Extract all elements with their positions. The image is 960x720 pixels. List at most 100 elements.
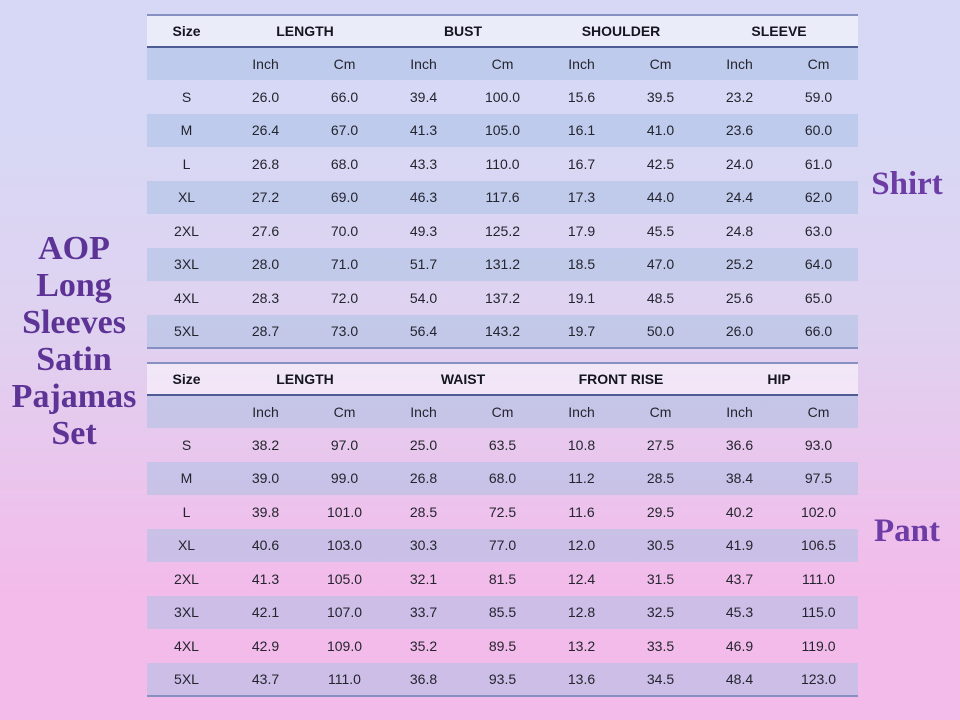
measurement-cell: 38.2 <box>251 436 280 453</box>
units-row: Inch Cm Inch Cm Inch Cm Inch Cm <box>147 47 858 80</box>
measurement-cell: 26.0 <box>251 88 280 105</box>
table-header-row: Size LENGTH BUST SHOULDER SLEEVE <box>147 15 858 47</box>
measurement-cell: 47.0 <box>646 256 675 273</box>
size-row-xl: XL 27.2 69.0 46.3 117.6 17.3 44.0 24.4 62.0 <box>147 180 858 214</box>
measure-group-header: LENGTH <box>276 371 334 387</box>
measurement-cell: 77.0 <box>488 537 517 554</box>
size-cell: S <box>181 436 192 453</box>
measurement-cell: 51.7 <box>409 256 438 273</box>
measurement-cell: 97.0 <box>330 436 359 453</box>
measurement-cell: 64.0 <box>804 256 833 273</box>
size-cell: 3XL <box>174 256 199 273</box>
measurement-cell: 111.0 <box>802 570 835 587</box>
size-cell: M <box>180 470 193 487</box>
measurement-cell: 70.0 <box>330 222 359 239</box>
measurement-cell: 39.0 <box>251 470 280 487</box>
size-row-2xl: 2XL 41.3 105.0 32.1 81.5 12.4 31.5 43.7 111.0 <box>147 562 858 596</box>
product-title-line: Long <box>36 267 112 304</box>
measure-group-header: HIP <box>767 371 791 387</box>
measurement-cell: 13.2 <box>567 637 596 654</box>
unit-header: Cm <box>649 404 672 420</box>
measurement-cell: 123.0 <box>800 670 837 687</box>
size-cell: 5XL <box>174 670 199 687</box>
unit-header: Cm <box>333 404 356 420</box>
measurement-cell: 49.3 <box>409 222 438 239</box>
measurement-cell: 16.1 <box>567 122 596 139</box>
measurement-cell: 28.5 <box>646 470 675 487</box>
size-cell: XL <box>177 537 196 554</box>
measurement-cell: 137.2 <box>484 289 521 306</box>
measurement-cell: 101.0 <box>326 503 363 520</box>
measurement-cell: 46.9 <box>725 637 754 654</box>
measurement-cell: 65.0 <box>804 289 833 306</box>
measurement-cell: 33.5 <box>646 637 675 654</box>
size-cell: 4XL <box>174 289 199 306</box>
measurement-cell: 32.5 <box>646 604 675 621</box>
measurement-cell: 66.0 <box>330 88 359 105</box>
measurement-cell: 28.5 <box>409 503 438 520</box>
measurement-cell: 10.8 <box>567 436 596 453</box>
measurement-cell: 67.0 <box>330 122 359 139</box>
unit-header: Inch <box>568 404 595 420</box>
shirt-size-table-grid: Size LENGTH BUST SHOULDER SLEEVE Inch Cm Inch Cm… <box>147 14 858 349</box>
measurement-cell: 100.0 <box>484 88 521 105</box>
measurement-cell: 109.0 <box>326 637 363 654</box>
table-header-row: Size LENGTH WAIST FRONT RISE HIP <box>147 363 858 395</box>
measurement-cell: 69.0 <box>330 189 359 206</box>
measurement-cell: 105.0 <box>326 570 363 587</box>
measurement-cell: 102.0 <box>800 503 837 520</box>
measurement-cell: 63.0 <box>804 222 833 239</box>
measurement-cell: 26.8 <box>251 155 280 172</box>
measurement-cell: 131.2 <box>484 256 521 273</box>
units-blank-cell <box>147 47 226 80</box>
unit-header: Inch <box>252 56 279 72</box>
unit-header: Cm <box>807 56 830 72</box>
shirt-size-table: Size LENGTH BUST SHOULDER SLEEVE Inch Cm Inch Cm… <box>147 14 858 349</box>
measurement-cell: 56.4 <box>409 322 438 339</box>
size-row-2xl: 2XL 27.6 70.0 49.3 125.2 17.9 45.5 24.8 63.0 <box>147 214 858 248</box>
pant-size-table: Size LENGTH WAIST FRONT RISE HIP Inch Cm Inch Cm… <box>147 362 858 697</box>
measurement-cell: 30.5 <box>646 537 675 554</box>
size-row-l: L 39.8 101.0 28.5 72.5 11.6 29.5 40.2 102.0 <box>147 495 858 529</box>
measurement-cell: 26.4 <box>251 122 280 139</box>
measurement-cell: 125.2 <box>484 222 521 239</box>
size-row-s: S 26.0 66.0 39.4 100.0 15.6 39.5 23.2 59.0 <box>147 80 858 114</box>
measurement-cell: 16.7 <box>567 155 596 172</box>
measurement-cell: 143.2 <box>484 322 521 339</box>
measurement-cell: 31.5 <box>646 570 675 587</box>
size-cell: 5XL <box>174 322 199 339</box>
product-title-line: Pajamas <box>11 378 137 415</box>
measurement-cell: 42.9 <box>251 637 280 654</box>
unit-header: Cm <box>649 56 672 72</box>
measurement-cell: 43.7 <box>251 670 280 687</box>
measurement-cell: 27.5 <box>646 436 675 453</box>
measurement-cell: 89.5 <box>488 637 517 654</box>
measurement-cell: 44.0 <box>646 189 675 206</box>
unit-header: Cm <box>807 404 830 420</box>
product-title-line: Satin <box>36 341 112 378</box>
measurement-cell: 43.7 <box>725 570 754 587</box>
measurement-cell: 48.5 <box>646 289 675 306</box>
pant-label: Pant <box>874 513 940 549</box>
measurement-cell: 38.4 <box>725 470 754 487</box>
measurement-cell: 50.0 <box>646 322 675 339</box>
measurement-cell: 27.2 <box>251 189 280 206</box>
product-title: AOP Long Sleeves Satin Pajamas Set <box>0 230 148 452</box>
measure-group-header: FRONT RISE <box>578 371 664 387</box>
measure-group-header: BUST <box>443 23 483 39</box>
size-cell: 2XL <box>174 570 199 587</box>
measurement-cell: 110.0 <box>485 155 520 172</box>
measurement-cell: 32.1 <box>409 570 438 587</box>
units-blank-cell <box>147 395 226 428</box>
measurement-cell: 25.6 <box>725 289 754 306</box>
measurement-cell: 115.0 <box>801 604 836 621</box>
measurement-cell: 26.8 <box>409 470 438 487</box>
size-column-header: Size <box>172 371 201 387</box>
size-row-5xl: 5XL 43.7 111.0 36.8 93.5 13.6 34.5 48.4 123.0 <box>147 662 858 696</box>
measurement-cell: 12.0 <box>567 537 596 554</box>
measurement-cell: 106.5 <box>800 537 837 554</box>
measurement-cell: 19.7 <box>567 322 596 339</box>
size-row-xl: XL 40.6 103.0 30.3 77.0 12.0 30.5 41.9 106.5 <box>147 528 858 562</box>
measurement-cell: 17.3 <box>567 189 596 206</box>
